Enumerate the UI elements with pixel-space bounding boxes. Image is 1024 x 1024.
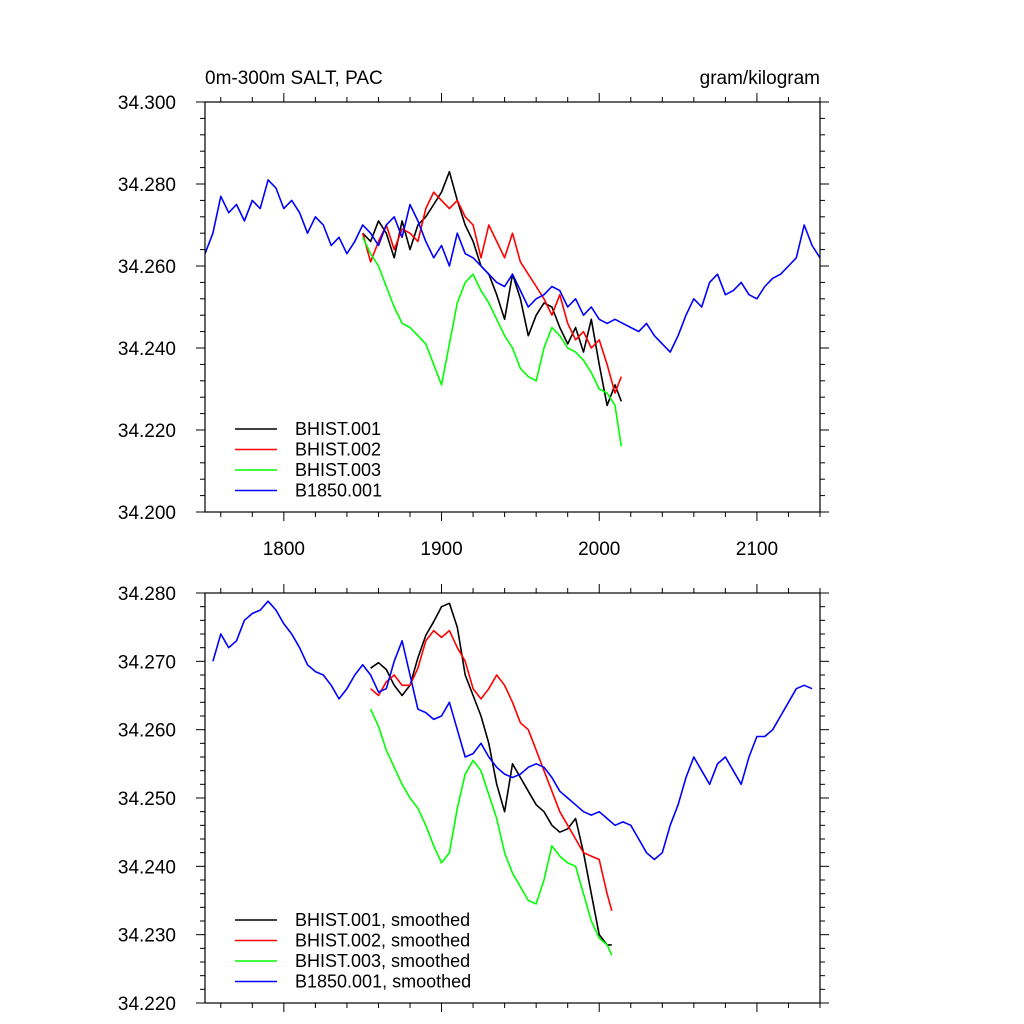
bottom-y-tick-label: 34.260 <box>118 721 176 742</box>
bottom-legend-label-4: B1850.001, smoothed <box>295 972 471 992</box>
top-series-line-4 <box>205 179 820 353</box>
bottom-series-line-4 <box>212 600 813 861</box>
top-plot-frame <box>204 101 821 513</box>
top-y-tick-label: 34.300 <box>118 93 176 114</box>
top-chart-units: gram/kilogram <box>700 68 820 89</box>
bottom-chart-panel: 34.220 34.230 34.240 34.250 34.260 34.270 34.2… <box>118 584 829 1015</box>
top-y-tick-label: 34.280 <box>118 175 176 196</box>
top-y-tick-label: 34.220 <box>118 421 176 442</box>
top-series-line-1 <box>362 170 623 407</box>
top-x-tick-label: 1900 <box>420 539 462 560</box>
bottom-y-tick-label: 34.230 <box>118 926 176 947</box>
top-legend-label-3: BHIST.003 <box>295 460 381 480</box>
top-legend-label-2: BHIST.002 <box>295 440 381 460</box>
bottom-y-tick-label: 34.240 <box>118 857 176 878</box>
bottom-legend-label-2: BHIST.002, smoothed <box>295 931 470 951</box>
top-x-tick-label: 2100 <box>736 539 778 560</box>
top-legend-label-4: B1850.001 <box>295 481 382 501</box>
bottom-y-tick-label: 34.250 <box>118 789 176 810</box>
top-chart-title: 0m-300m SALT, PAC <box>205 68 383 89</box>
bottom-y-tick-label: 34.270 <box>118 652 176 673</box>
top-y-tick-label: 34.200 <box>118 503 176 524</box>
top-series-line-2 <box>361 191 623 394</box>
bottom-y-tick-label: 34.220 <box>118 994 176 1015</box>
top-y-tick-label: 34.260 <box>118 257 176 278</box>
top-y-tick-label: 34.240 <box>118 339 176 360</box>
top-legend-label-1: BHIST.001 <box>295 419 381 439</box>
top-x-tick-label: 2000 <box>578 539 620 560</box>
bottom-legend-label-1: BHIST.001, smoothed <box>295 910 470 930</box>
bottom-y-tick-label: 34.280 <box>118 584 176 605</box>
bottom-legend-label-3: BHIST.003, smoothed <box>295 951 470 971</box>
top-chart-panel: 1800 1900 2000 2100 34.200 34.220 34.240 34.260… <box>118 93 829 560</box>
top-x-tick-label: 1800 <box>263 539 305 560</box>
bottom-series-line-3 <box>369 708 613 956</box>
top-series-line-3 <box>361 236 623 447</box>
